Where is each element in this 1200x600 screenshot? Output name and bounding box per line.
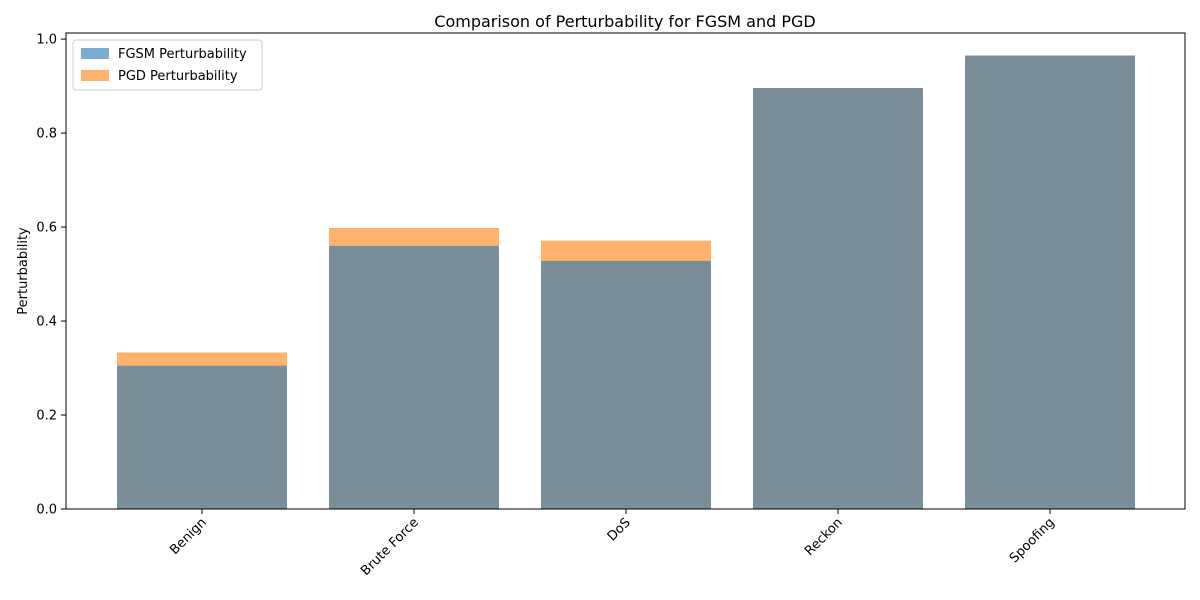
legend-label: FGSM Perturbability xyxy=(118,47,247,62)
x-tick-label: Benign xyxy=(167,515,210,558)
bars-layer xyxy=(117,55,1135,510)
chart-title: Comparison of Perturbability for FGSM an… xyxy=(434,12,815,31)
y-tick-label: 0.2 xyxy=(36,409,57,424)
fgsm-bar-spoofing xyxy=(965,55,1135,510)
fgsm-bar-dos xyxy=(541,260,711,509)
y-tick-label: 0.4 xyxy=(36,315,57,330)
legend: FGSM Perturbability PGD Perturbability xyxy=(72,39,263,91)
x-tick-label: Spoofing xyxy=(1007,515,1058,566)
legend-label: PGD Perturbability xyxy=(118,69,238,84)
y-tick-label: 0.6 xyxy=(36,221,57,236)
y-axis-label: Perturbability xyxy=(16,227,31,315)
legend-box xyxy=(72,39,263,91)
legend-swatch xyxy=(81,70,109,81)
x-tick-label: Reckon xyxy=(802,515,846,559)
y-axis: 0.0 0.2 0.4 0.6 0.8 1.0 xyxy=(36,33,66,518)
y-tick-label: 0.0 xyxy=(36,503,57,518)
fgsm-bar-brute-force xyxy=(329,245,499,509)
x-tick-label: Brute Force xyxy=(358,515,422,579)
x-tick-label: DoS xyxy=(605,515,634,544)
fgsm-bar-reckon xyxy=(753,87,923,509)
legend-swatch xyxy=(81,48,109,59)
y-tick-label: 1.0 xyxy=(36,33,57,48)
y-tick-label: 0.8 xyxy=(36,127,57,142)
fgsm-bar-benign xyxy=(117,365,287,509)
x-axis: Benign Brute Force DoS Reckon Spoofing xyxy=(167,509,1058,579)
